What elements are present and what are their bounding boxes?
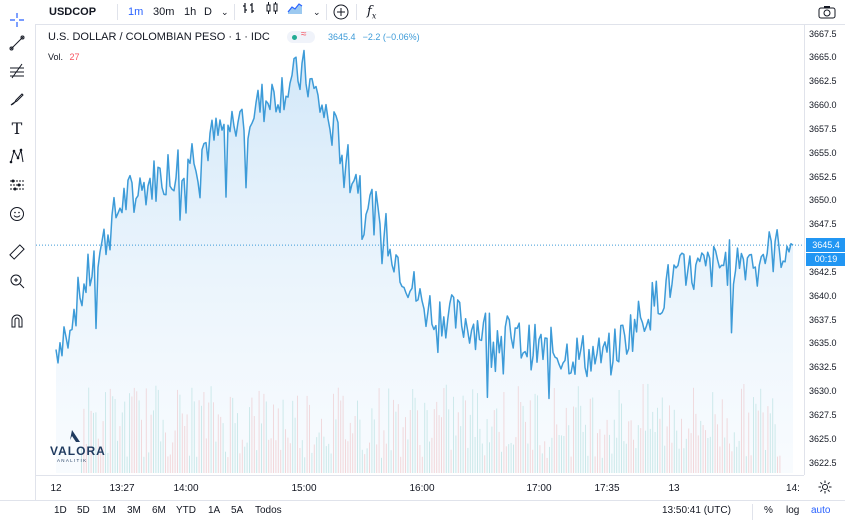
emoji-icon[interactable] <box>7 204 27 224</box>
price-tick-label: 3622.5 <box>809 458 837 468</box>
time-tick-label: 16:00 <box>409 483 434 494</box>
text-tool-icon[interactable]: T <box>7 118 27 138</box>
chevron-down-icon[interactable]: ⌄ <box>313 0 321 24</box>
time-tick-label: 13 <box>668 483 679 494</box>
time-tick-label: 14:00 <box>173 483 198 494</box>
time-tick-label: 17:35 <box>594 483 619 494</box>
interval-1h[interactable]: 1h <box>184 0 196 24</box>
candles-style-icon[interactable] <box>265 0 279 24</box>
price-tick-label: 3627.5 <box>809 410 837 420</box>
range-ytd[interactable]: YTD <box>176 505 196 516</box>
brush-icon[interactable] <box>7 89 27 109</box>
top-toolbar: USDCOP 1m 30m 1h D ⌄ ⌄ fx <box>0 0 845 25</box>
volume-value: 27 <box>70 52 80 62</box>
price-area-fill <box>56 51 793 474</box>
price-tick-label: 3630.0 <box>809 386 837 396</box>
price-tick-label: 3640.0 <box>809 291 837 301</box>
interval-1m[interactable]: 1m <box>128 0 143 24</box>
bottom-toolbar: 1D 5D 1M 3M 6M YTD 1A 5A Todos 13:50:41 … <box>0 500 845 523</box>
price-tick-label: 3635.0 <box>809 338 837 348</box>
range-3m[interactable]: 3M <box>127 505 141 516</box>
svg-text:VALORA: VALORA <box>50 444 106 458</box>
volume-legend: Vol. 27 <box>48 52 80 62</box>
price-change-value: −2.2 (−0.06%) <box>363 32 420 42</box>
delayed-icon: ≈ <box>301 29 307 40</box>
auto-toggle[interactable]: auto <box>811 505 830 516</box>
trend-line-icon[interactable] <box>7 33 27 53</box>
fx-icon[interactable]: fx <box>367 0 376 24</box>
price-tick-label: 3662.5 <box>809 76 837 86</box>
range-6m[interactable]: 6M <box>152 505 166 516</box>
interval-30m[interactable]: 30m <box>153 0 174 24</box>
market-status-badge[interactable]: ≈ <box>287 31 315 43</box>
zoom-in-icon[interactable] <box>7 271 27 291</box>
status-dot-icon <box>292 35 297 40</box>
time-tick-label: 13:27 <box>109 483 134 494</box>
price-tick-label: 3665.0 <box>809 52 837 62</box>
time-tick-label: 17:00 <box>526 483 551 494</box>
price-chart[interactable] <box>36 25 804 473</box>
time-tick-label: 14: <box>786 483 800 494</box>
prediction-tool-icon[interactable] <box>7 175 27 195</box>
symbol-title: U.S. DOLLAR / COLOMBIAN PESO · 1 · IDC <box>48 31 270 43</box>
price-tick-label: 3652.5 <box>809 172 837 182</box>
price-tick-label: 3650.0 <box>809 195 837 205</box>
svg-text:ANALITIK: ANALITIK <box>57 458 87 463</box>
drawing-toolbar: T <box>0 24 36 500</box>
price-tick-label: 3660.0 <box>809 100 837 110</box>
camera-icon[interactable] <box>818 0 836 24</box>
fib-tool-icon[interactable] <box>7 61 27 81</box>
log-toggle[interactable]: log <box>786 505 799 516</box>
price-tick-label: 3637.5 <box>809 315 837 325</box>
percent-toggle[interactable]: % <box>764 505 773 516</box>
range-1a[interactable]: 1A <box>208 505 220 516</box>
chart-plot-area[interactable] <box>36 25 804 473</box>
range-all[interactable]: Todos <box>255 505 282 516</box>
symbol-search[interactable]: USDCOP <box>49 0 96 24</box>
range-5d[interactable]: 5D <box>77 505 90 516</box>
range-5a[interactable]: 5A <box>231 505 243 516</box>
area-style-icon[interactable] <box>287 0 303 24</box>
utc-clock[interactable]: 13:50:41 (UTC) <box>662 505 731 516</box>
price-tick-label: 3655.0 <box>809 148 837 158</box>
compare-add-icon[interactable] <box>333 0 349 24</box>
range-1m[interactable]: 1M <box>102 505 116 516</box>
price-tick-label: 3642.5 <box>809 267 837 277</box>
range-1d[interactable]: 1D <box>54 505 67 516</box>
crosshair-icon[interactable] <box>7 10 27 30</box>
price-tick-label: 3625.0 <box>809 434 837 444</box>
bar-countdown-tag: 00:19 <box>806 253 845 266</box>
bars-style-icon[interactable] <box>242 0 256 24</box>
price-axis[interactable]: 3667.5 3665.0 3662.5 3660.0 3657.5 3655.0 3652… <box>804 25 845 475</box>
volume-label: Vol. <box>48 52 63 62</box>
chevron-down-icon[interactable]: ⌄ <box>221 0 229 24</box>
interval-dropdown[interactable]: D <box>204 0 212 24</box>
last-price-value: 3645.4 <box>328 32 356 42</box>
price-tick-label: 3647.5 <box>809 219 837 229</box>
gear-icon[interactable] <box>818 480 832 499</box>
last-price-tag: 3645.4 <box>806 238 845 252</box>
price-tick-label: 3667.5 <box>809 29 837 39</box>
price-tick-label: 3657.5 <box>809 124 837 134</box>
time-tick-label: 12 <box>50 483 61 494</box>
ruler-icon[interactable] <box>7 242 27 262</box>
chart-legend: U.S. DOLLAR / COLOMBIAN PESO · 1 · IDC ≈… <box>48 31 420 43</box>
price-tick-label: 3632.5 <box>809 362 837 372</box>
valora-logo: VALORA ANALITIK <box>50 428 110 469</box>
time-tick-label: 15:00 <box>291 483 316 494</box>
magnet-icon[interactable] <box>7 311 27 331</box>
time-axis[interactable]: 12 13:27 14:00 15:00 16:00 17:00 17:35 13 14: <box>36 475 804 501</box>
pattern-tool-icon[interactable] <box>7 146 27 166</box>
